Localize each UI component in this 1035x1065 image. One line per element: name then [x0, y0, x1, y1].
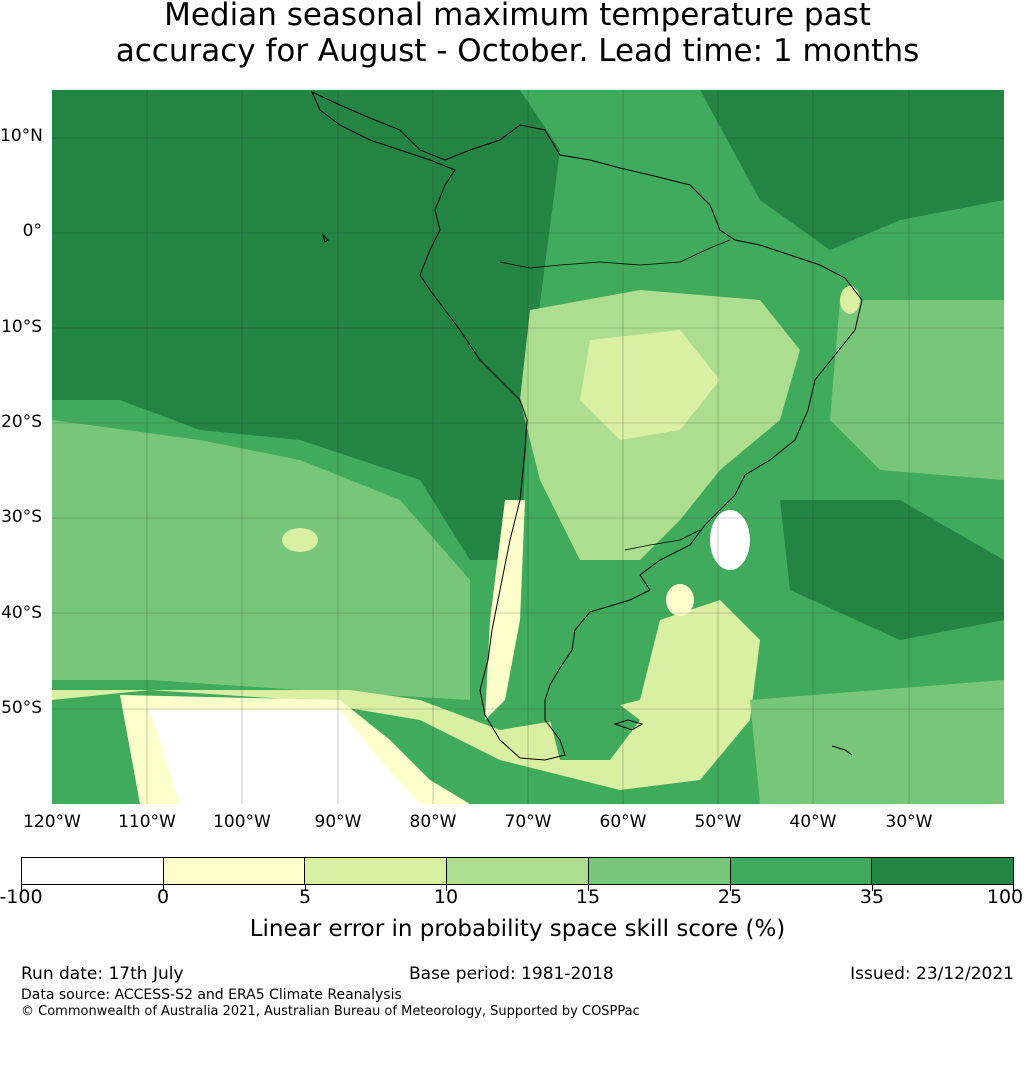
colorbar [21, 857, 1014, 885]
lat-tick-50s: 50°S [1, 698, 42, 718]
colorbar-bin-5 [588, 858, 731, 884]
colorbar-tick-label: 25 [717, 886, 743, 908]
copyright: © Commonwealth of Australia 2021, Austra… [21, 1004, 640, 1019]
colorbar-bin-1 [22, 858, 164, 884]
colorbar-tick-label: 5 [298, 886, 312, 908]
lon-tick-100w: 100°W [213, 812, 271, 832]
colorbar-tickmark [1013, 885, 1014, 891]
colorbar-tick-label: 35 [859, 886, 885, 908]
map-title-line2: accuracy for August - October. Lead time… [115, 33, 920, 69]
colorbar-tickmark [21, 885, 22, 891]
colorbar-tickmark [163, 885, 164, 891]
colorbar-bin-6 [730, 858, 873, 884]
colorbar-bin-7 [872, 858, 1014, 884]
colorbar-tickmark [446, 885, 447, 891]
colorbar-tick-label: -100 [0, 886, 43, 908]
colorbar-tick-label: 15 [575, 886, 601, 908]
skill-region-dark-atlantic [700, 90, 1004, 250]
skill-spot-light-2 [282, 528, 318, 552]
colorbar-tickmark [305, 885, 306, 891]
data-source: Data source: ACCESS-S2 and ERA5 Climate … [21, 987, 402, 1003]
lon-tick-50w: 50°W [694, 812, 742, 832]
lon-tick-40w: 40°W [789, 812, 837, 832]
skill-region-dark-south-atlantic [780, 500, 1004, 640]
amazon-river [499, 239, 731, 269]
lat-tick-0: 0° [22, 221, 42, 241]
skill-region-land-core [580, 330, 720, 440]
lon-tick-60w: 60°W [599, 812, 647, 832]
map-title-line1: Median seasonal maximum temperature past [164, 0, 871, 33]
falkland-islands [613, 719, 644, 731]
lon-tick-30w: 30°W [885, 812, 933, 832]
lon-tick-110w: 110°W [118, 812, 176, 832]
lat-tick-10s: 10°S [1, 317, 42, 337]
south-georgia [831, 745, 853, 756]
skill-spot-white-1 [710, 510, 750, 570]
run-date: Run date: 17th July [21, 964, 184, 984]
lat-tick-10n: 10°N [0, 126, 43, 146]
colorbar-tickmark [730, 885, 731, 891]
skill-region-dark-pacific [52, 90, 560, 560]
issued-date: Issued: 23/12/2021 [850, 964, 1014, 984]
skill-spot-light-1 [666, 584, 694, 616]
colorbar-bin-3 [305, 858, 448, 884]
lat-tick-40s: 40°S [1, 603, 42, 623]
colorbar-bin-2 [163, 858, 306, 884]
colorbar-tick-label: 10 [433, 886, 459, 908]
skill-region-south-white [150, 710, 420, 804]
skill-spot-light-3 [840, 286, 860, 314]
skill-region-patagonia [545, 690, 640, 760]
colorbar-tick-label: 100 [986, 886, 1024, 908]
rio-de-la-plata [624, 529, 701, 551]
galapagos-islands [321, 233, 329, 243]
skill-region-andes [485, 500, 525, 720]
base-period: Base period: 1981-2018 [409, 964, 614, 984]
colorbar-tickmark [872, 885, 873, 891]
lon-tick-80w: 80°W [409, 812, 457, 832]
south-america-coastline [311, 90, 863, 761]
lat-tick-30s: 30°S [1, 507, 42, 527]
colorbar-tick-label: 0 [156, 886, 170, 908]
colorbar-bin-4 [447, 858, 589, 884]
lon-tick-120w: 120°W [23, 812, 81, 832]
graticule [52, 90, 1004, 804]
skill-field [52, 90, 1004, 804]
lat-tick-20s: 20°S [1, 412, 42, 432]
skill-region-east-atlantic [830, 300, 1004, 480]
lon-tick-90w: 90°W [314, 812, 362, 832]
colorbar-tickmark [588, 885, 589, 891]
colorbar-label: Linear error in probability space skill … [249, 916, 786, 942]
lon-tick-70w: 70°W [504, 812, 552, 832]
skill-region-mid-pacific [52, 420, 470, 700]
skill-region-southeast [750, 680, 1004, 804]
